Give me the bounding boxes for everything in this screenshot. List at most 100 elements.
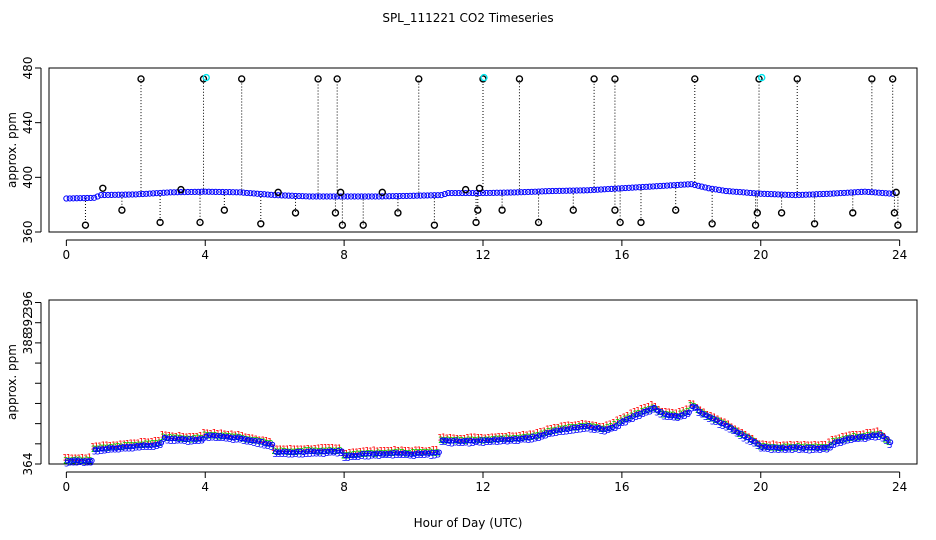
top-baseline-point: [556, 187, 563, 194]
top-baseline-point: [379, 193, 386, 200]
top-baseline-point: [382, 193, 389, 200]
top-baseline-point: [549, 187, 556, 195]
top-baseline-point: [281, 192, 289, 199]
top-baseline-point: [229, 189, 237, 196]
bottom-point-marker-4: [821, 444, 828, 451]
bottom-point-marker-1: 1: [298, 445, 304, 455]
bottom-point-marker-4: [595, 424, 602, 431]
top-baseline-point: [729, 188, 737, 195]
bottom-point-marker-3: 3: [345, 454, 351, 464]
bottom-point-marker-3: 3: [442, 438, 448, 448]
bottom-point-marker-3: 3: [185, 438, 191, 448]
bottom-point-marker-3: 3: [883, 437, 889, 447]
bottom-point-marker-4: [99, 446, 106, 452]
bottom-point-marker-3: 3: [369, 452, 375, 462]
top-baseline-point: [823, 190, 830, 197]
bottom-point-marker-4: [106, 445, 113, 451]
top-baseline-point: [827, 190, 834, 197]
bottom-point-marker-4: [505, 436, 512, 443]
bottom-point-marker-4: [158, 439, 165, 446]
bottom-point-marker-3: 3: [599, 427, 605, 437]
top-baseline-point: [813, 191, 820, 198]
top-high-outlier: [415, 75, 423, 83]
bottom-point-marker-1: 1: [104, 441, 110, 451]
bottom-point-marker-4: [280, 449, 286, 455]
bottom-point-marker-3: 3: [106, 446, 112, 456]
bottom-point-marker-1: 1: [521, 431, 527, 441]
bottom-point-marker-3: 3: [165, 437, 171, 447]
top-baseline-point: [604, 185, 612, 193]
bottom-point-marker-1: 1: [62, 454, 68, 464]
bottom-point-marker-4: [415, 450, 422, 456]
bottom-point-marker-3: 3: [293, 450, 299, 460]
bottom-point-marker-3: 3: [873, 434, 879, 444]
bottom-point-marker-3: 3: [574, 426, 580, 436]
bottom-point-marker-1: 1: [250, 434, 256, 444]
top-baseline-point: [740, 189, 747, 196]
top-baseline-point: [486, 189, 494, 197]
bottom-point-marker-3: 3: [373, 452, 379, 462]
bottom-point-marker-3: 3: [307, 450, 313, 460]
top-low-outlier: [534, 218, 543, 227]
top-baseline-point: [615, 185, 622, 192]
top-panel: approx. ppm 0 4 8 12 16 20 24 360 400 440 480: [5, 57, 918, 262]
bottom-point-marker-4: [342, 452, 349, 459]
bottom-point-marker-1: 1: [201, 429, 207, 439]
top-baseline-point: [410, 192, 417, 199]
top-baseline-point: [427, 192, 435, 199]
bottom-x-tick-label: 8: [340, 480, 348, 494]
top-baseline-point: [393, 193, 400, 200]
bottom-point-marker-2: 2: [754, 439, 760, 449]
bottom-point-marker-4: [161, 434, 168, 441]
top-mid-marker: [892, 188, 900, 197]
bottom-point-marker-4: [557, 427, 564, 433]
bottom-point-marker-4: [175, 436, 182, 443]
bottom-point-marker-1: 1: [597, 422, 603, 432]
top-baseline-point: [525, 188, 532, 196]
bottom-point-marker-1: 1: [656, 405, 662, 415]
bottom-point-marker-1: 1: [878, 430, 884, 440]
bottom-point-marker-4: [290, 449, 297, 456]
top-low-outlier: [359, 221, 367, 229]
top-baseline-point: [695, 182, 702, 189]
top-baseline-point: [806, 191, 813, 198]
x-axis-label: Hour of Day (UTC): [414, 516, 523, 530]
top-baseline-point: [781, 191, 789, 198]
bottom-point-marker-4: [377, 450, 383, 457]
bottom-point-marker-4: [165, 435, 172, 442]
bottom-point-marker-1: 1: [500, 433, 506, 443]
bottom-point-marker-4: [842, 436, 849, 442]
top-baseline-point: [830, 190, 837, 197]
top-x-tick-label: 20: [753, 248, 768, 262]
bottom-point-marker-3: 3: [491, 438, 497, 448]
top-baseline-point: [677, 181, 685, 188]
bottom-point-marker-3: 3: [887, 441, 893, 451]
top-baseline-point: [132, 191, 139, 198]
top-high-outlier: [691, 75, 699, 83]
bottom-point-marker-4: [790, 444, 797, 451]
top-plot-frame: [48, 67, 918, 233]
bottom-point-marker-3: 3: [856, 435, 862, 445]
bottom-point-marker-1: 1: [708, 412, 714, 422]
bottom-point-marker-3: 3: [786, 446, 792, 456]
top-baseline-point: [163, 189, 171, 196]
bottom-point-marker-3: 3: [845, 437, 851, 447]
bottom-point-marker-4: [273, 449, 279, 455]
top-baseline-point: [323, 193, 330, 200]
top-baseline-point: [219, 188, 226, 196]
top-baseline-point: [722, 187, 730, 195]
top-x-tick-label: 16: [614, 248, 629, 262]
bottom-point-marker-3: 3: [550, 429, 556, 439]
top-baseline-point: [851, 189, 858, 196]
bottom-point-marker-1: 1: [611, 418, 617, 428]
bottom-point-marker-4: [470, 438, 477, 444]
bottom-point-marker-2: 2: [757, 443, 763, 453]
bottom-point-marker-3: 3: [637, 412, 643, 422]
top-baseline-point: [299, 193, 306, 200]
top-baseline-point: [681, 181, 688, 188]
top-mid-marker: [336, 188, 345, 197]
bottom-point-marker-3: 3: [269, 443, 275, 453]
bottom-point-marker-3: 3: [658, 411, 664, 421]
top-baseline-point: [129, 191, 136, 198]
bottom-point-marker-3: 3: [286, 450, 292, 460]
